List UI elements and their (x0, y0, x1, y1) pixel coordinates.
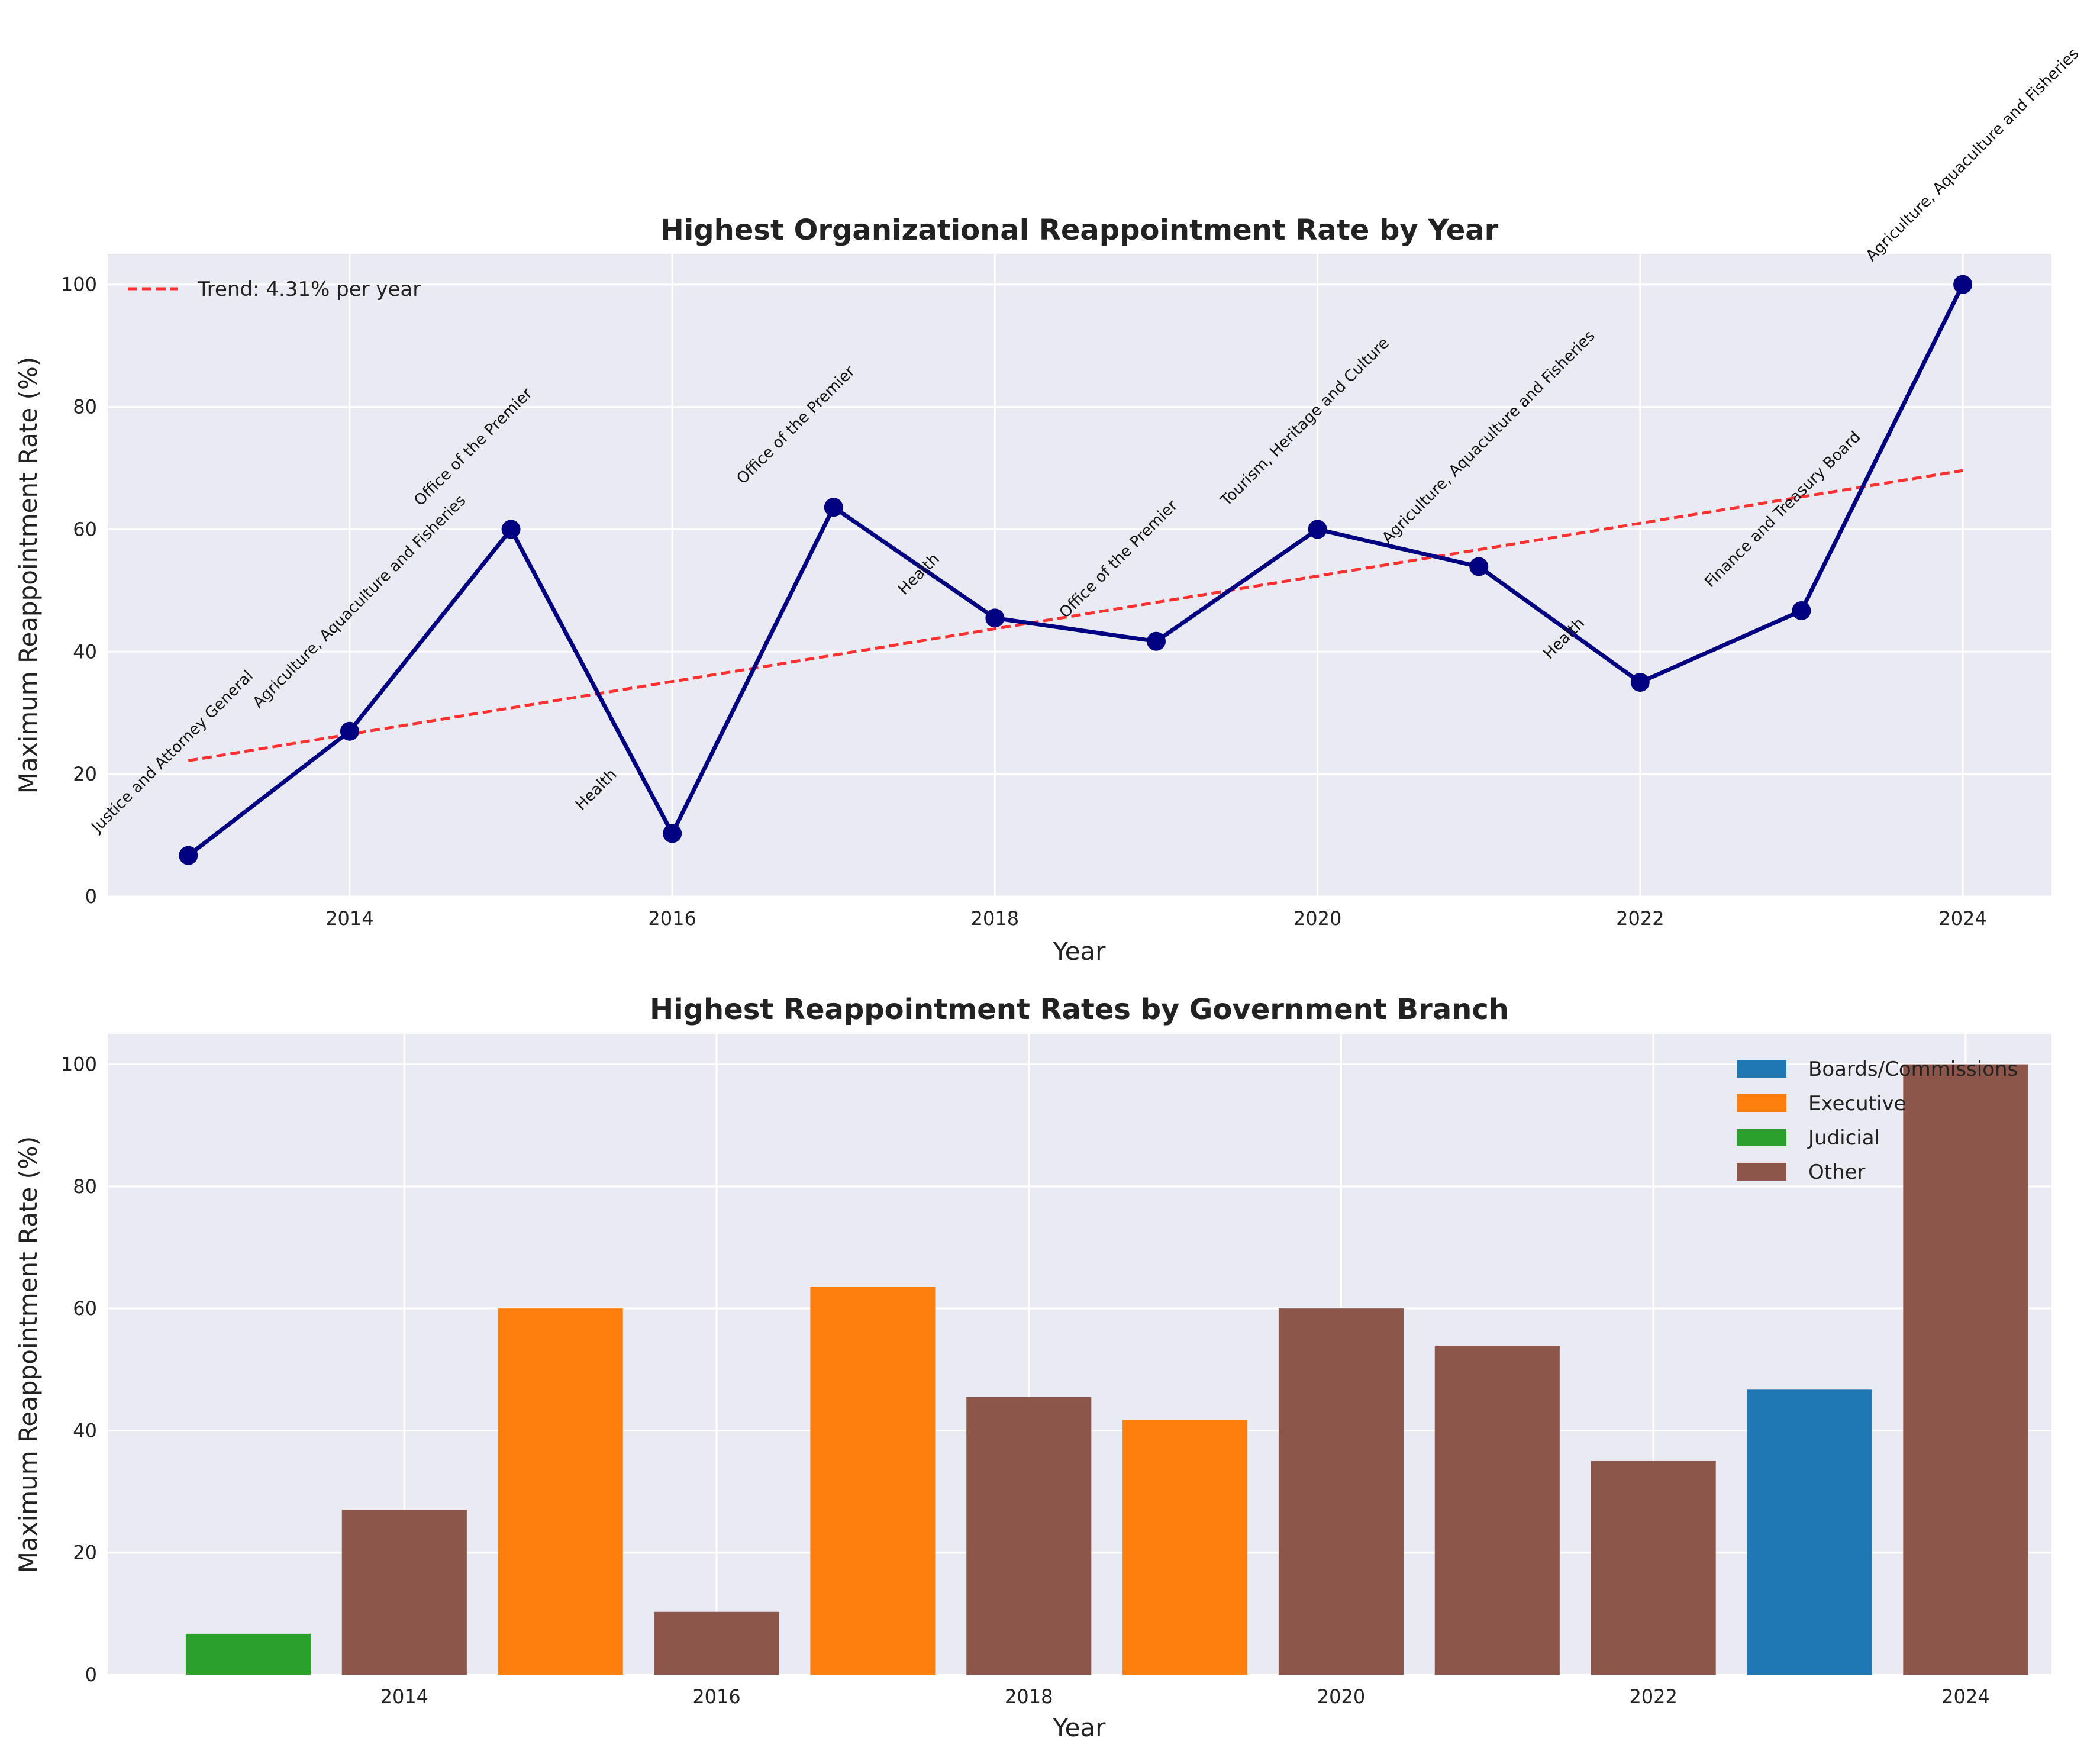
data-point (1792, 601, 1811, 620)
y-axis-label: Maximum Reappointment Rate (%) (14, 357, 43, 794)
data-point (1630, 673, 1650, 692)
legend-swatch (1737, 1060, 1786, 1078)
bar (1747, 1389, 1872, 1675)
legend-label: Other (1808, 1160, 1866, 1184)
data-point (663, 824, 682, 843)
y-tick-label: 20 (73, 763, 97, 785)
y-tick-label: 40 (73, 640, 97, 663)
bar (498, 1308, 623, 1675)
x-axis-label: Year (1053, 937, 1107, 966)
legend: Trend: 4.31% per year (128, 278, 421, 301)
legend-swatch (1737, 1163, 1786, 1181)
data-point (1953, 275, 1973, 294)
data-point (985, 608, 1005, 628)
legend-label: Boards/Commissions (1808, 1057, 2018, 1081)
data-point (1469, 557, 1489, 576)
y-tick-label: 80 (73, 396, 97, 418)
y-tick-label: 80 (73, 1175, 97, 1198)
chart-title: Highest Reappointment Rates by Governmen… (650, 993, 1509, 1026)
trend-line (188, 469, 1963, 762)
data-point (1146, 631, 1166, 651)
bar (1591, 1461, 1716, 1675)
x-tick-label: 2016 (692, 1685, 740, 1708)
x-tick-label: 2024 (1941, 1685, 1989, 1708)
y-tick-label: 0 (85, 1663, 97, 1686)
line-chart-panel: Highest Organizational Reappointment Rat… (14, 45, 2083, 966)
legend-label: Executive (1808, 1092, 1907, 1115)
y-tick-label: 60 (73, 1297, 97, 1320)
y-tick-label: 100 (61, 1053, 97, 1076)
x-axis-label: Year (1053, 1713, 1107, 1742)
data-point (824, 498, 843, 517)
bar-chart-panel: Highest Reappointment Rates by Governmen… (14, 993, 2051, 1742)
y-tick-label: 100 (61, 273, 97, 296)
y-tick-labels: 0 20 40 60 80 100 (61, 273, 97, 908)
legend-trend-label: Trend: 4.31% per year (197, 278, 421, 301)
plot-area-background (108, 254, 2051, 897)
bar (966, 1397, 1092, 1675)
x-tick-label: 2018 (971, 907, 1019, 930)
bar (1434, 1346, 1560, 1675)
bar (341, 1510, 467, 1675)
bars (185, 1064, 2028, 1675)
data-point (501, 520, 521, 539)
chart-title: Highest Organizational Reappointment Rat… (660, 214, 1499, 247)
y-tick-label: 60 (73, 518, 97, 540)
x-tick-labels: 2014 2016 2018 2020 2022 2024 (325, 907, 1987, 930)
data-point (179, 846, 198, 865)
bar (1903, 1064, 2028, 1675)
x-tick-label: 2018 (1005, 1685, 1053, 1708)
bar (185, 1633, 311, 1675)
x-tick-label: 2014 (325, 907, 373, 930)
bar (810, 1287, 936, 1675)
bar (1278, 1308, 1404, 1675)
bar (1122, 1420, 1248, 1675)
legend-swatch (1737, 1129, 1786, 1146)
x-tick-label: 2024 (1938, 907, 1986, 930)
x-tick-label: 2016 (648, 907, 696, 930)
legend: Boards/Commissions Executive Judicial Other (1737, 1057, 2018, 1184)
x-tick-label: 2022 (1616, 907, 1664, 930)
data-point (1308, 520, 1327, 539)
x-tick-label: 2020 (1317, 1685, 1365, 1708)
y-tick-labels: 0 20 40 60 80 100 (61, 1053, 97, 1686)
x-tick-label: 2020 (1293, 907, 1341, 930)
trend-line-group (188, 469, 1963, 762)
point-annotation: Agriculture, Aquaculture and Fisheries (1863, 45, 2083, 265)
y-axis-label: Maximum Reappointment Rate (%) (14, 1136, 43, 1573)
y-tick-label: 0 (85, 885, 97, 908)
x-tick-label: 2022 (1629, 1685, 1677, 1708)
x-tick-labels: 2014 2016 2018 2020 2022 2024 (380, 1685, 1990, 1708)
grid (108, 254, 2051, 898)
series-line-group (179, 275, 1973, 865)
legend-label: Judicial (1807, 1126, 1880, 1150)
bar (654, 1611, 779, 1675)
series-line (187, 283, 1965, 857)
y-tick-label: 40 (73, 1419, 97, 1442)
data-point (340, 721, 359, 741)
legend-swatch (1737, 1094, 1786, 1112)
y-tick-label: 20 (73, 1542, 97, 1564)
x-tick-label: 2014 (380, 1685, 428, 1708)
